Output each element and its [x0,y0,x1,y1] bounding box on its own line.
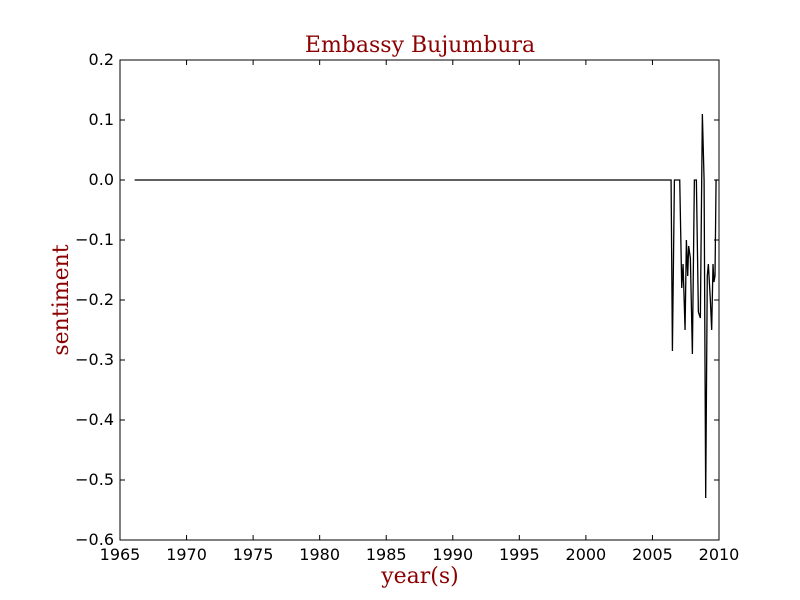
y-axis-label: sentiment [49,244,74,355]
x-ticks-group: 1965 1970 1975 1980 1985 1990 1995 2000 2005 2010 [100,60,740,564]
x-tick-label: 2010 [699,545,740,564]
sentiment-line [134,113,718,499]
y-tick-label: 0.0 [89,170,114,189]
x-tick-label: 1975 [233,545,274,564]
x-tick-label: 1990 [432,545,473,564]
y-tick-label: 0.2 [89,50,114,69]
y-tick-label: −0.4 [75,410,114,429]
y-tick-label: 0.1 [89,110,114,129]
y-tick-label: −0.1 [75,230,114,249]
x-axis-label: year(s) [380,564,459,589]
x-tick-label: 1970 [166,545,207,564]
y-ticks-group: 0.2 0.1 0.0 −0.1 −0.2 −0.3 −0.4 −0.5 −0.6 [75,50,719,549]
y-tick-label: −0.3 [75,350,114,369]
y-tick-label: −0.6 [75,530,114,549]
x-tick-label: 1995 [499,545,540,564]
chart-title: Embassy Bujumbura [305,33,535,58]
y-tick-label: −0.5 [75,470,114,489]
series-group [134,113,718,499]
x-tick-label: 2005 [632,545,673,564]
x-tick-label: 1980 [299,545,340,564]
x-tick-label: 2000 [566,545,607,564]
x-tick-label: 1985 [366,545,407,564]
x-tick-label: 1965 [100,545,141,564]
y-tick-label: −0.2 [75,290,114,309]
